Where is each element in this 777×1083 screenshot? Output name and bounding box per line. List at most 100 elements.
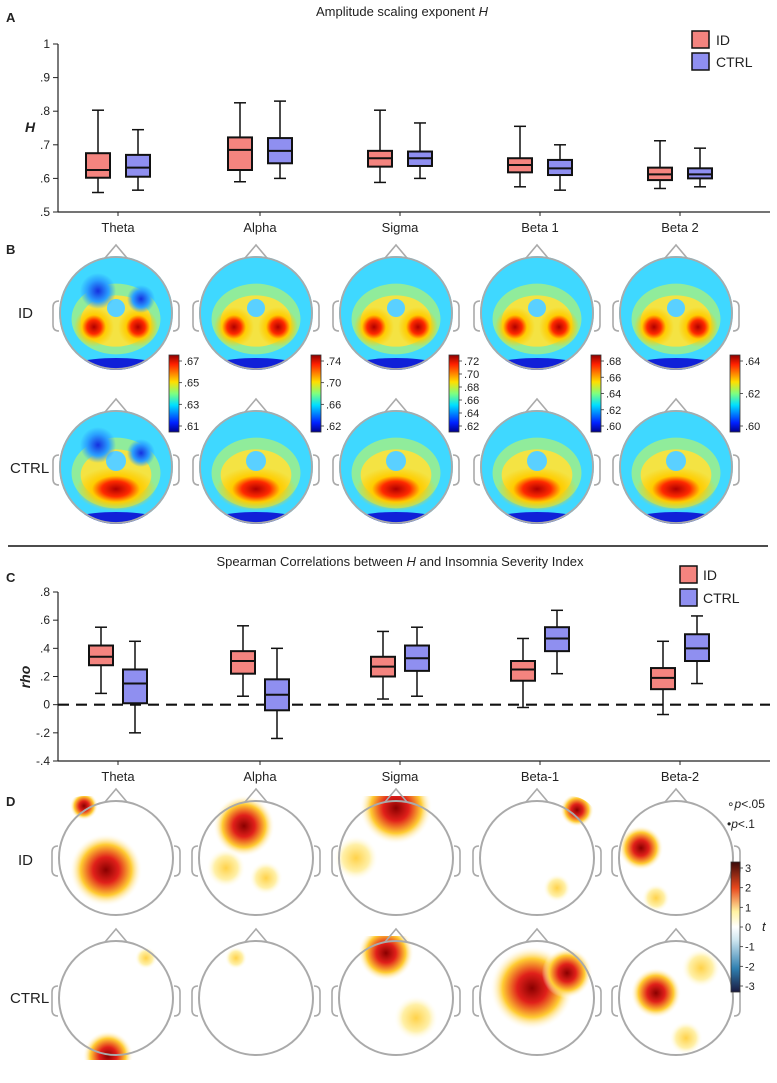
box-ctrl-2 xyxy=(407,122,433,180)
t-spot-mild xyxy=(642,884,670,912)
box-body xyxy=(230,650,256,675)
head-nose xyxy=(525,927,549,943)
y-tick-label: .6 xyxy=(40,613,50,627)
t-head-circle xyxy=(479,940,595,1056)
y-tick-label: -.2 xyxy=(36,726,50,740)
h-colorbar-tick-label: .68 xyxy=(464,382,479,394)
head-ear-left xyxy=(472,985,480,1017)
t-topomap-id-0 xyxy=(69,796,143,907)
h-topomap-id-0 xyxy=(59,256,173,370)
y-tick-label: .9 xyxy=(40,71,50,85)
topo-blue-frontal-right xyxy=(127,285,155,313)
head-ear-left xyxy=(191,985,199,1017)
h-colorbar-tick-label: .62 xyxy=(606,405,621,417)
box-id-1 xyxy=(227,102,253,183)
y-tick-label: 1 xyxy=(43,37,50,51)
h-colorbar-tick-label: .65 xyxy=(184,378,199,390)
t-spot-positive xyxy=(541,947,593,999)
topo-cool-center xyxy=(527,451,547,471)
box-ctrl-4 xyxy=(684,615,710,685)
y-tick-label: .6 xyxy=(40,171,50,185)
head-nose xyxy=(244,927,268,943)
topo-head-circle xyxy=(59,410,173,524)
topo-head-circle xyxy=(339,410,453,524)
h-colorbar-tick-label: .67 xyxy=(184,356,199,368)
head-nose xyxy=(525,787,549,803)
h-topomap-ctrl-2 xyxy=(339,410,453,524)
head-ear-left xyxy=(332,300,340,332)
t-topomap-ctrl-2 xyxy=(358,936,439,1041)
chart-c-ylabel: rho xyxy=(17,665,33,688)
head-ear-right xyxy=(593,300,601,332)
head-ear-left xyxy=(51,985,59,1017)
panel-label-c: C xyxy=(6,570,16,585)
topo-hot-posterior xyxy=(356,467,436,511)
panel-a: A Amplitude scaling exponent H H .5 .6 .7.… xyxy=(6,4,770,235)
panel-label-a: A xyxy=(6,10,16,25)
legend-c-ctrl-swatch xyxy=(679,588,698,607)
topo-hot-right xyxy=(118,307,158,347)
topo-hot-right xyxy=(398,307,438,347)
head-ear-right xyxy=(312,454,320,486)
topo-head-circle xyxy=(619,256,733,370)
topo-hot-right xyxy=(678,307,718,347)
head-ear-right xyxy=(173,845,181,877)
topo-row-label-ctrl: CTRL xyxy=(10,460,49,477)
panel-label-d: D xyxy=(6,794,15,809)
head-ear-right xyxy=(172,454,180,486)
topo-bottom-low xyxy=(339,512,453,524)
legend-ctrl-label: CTRL xyxy=(716,54,753,70)
box-id-0 xyxy=(88,626,114,695)
topo-hot-left xyxy=(74,307,114,347)
t-head-circle xyxy=(58,940,174,1056)
sig-legend-05: ∘p<.05 xyxy=(727,797,765,811)
box-id-2 xyxy=(367,109,393,184)
head-ear-left xyxy=(331,985,339,1017)
chart-a-boxes xyxy=(85,100,713,194)
topo-bottom-low xyxy=(59,358,173,370)
x-tick-label: Theta xyxy=(101,220,135,235)
t-colorbar-tick-label: 3 xyxy=(745,863,751,875)
t-topomap-ctrl-4 xyxy=(630,948,721,1055)
head-nose xyxy=(244,397,268,413)
h-topomaps xyxy=(52,243,740,524)
y-tick-label: 0 xyxy=(43,698,50,712)
topo-hot-right xyxy=(539,307,579,347)
chart-a-ylabel: H xyxy=(25,119,36,135)
box-body xyxy=(85,152,111,179)
t-spot-positive xyxy=(358,936,414,981)
t-colorbar-tick-label: -3 xyxy=(745,981,755,993)
h-colorbar-tick-label: .60 xyxy=(606,421,621,433)
panel-d: D ID CTRL ∘p<.05 •p<.1 t 3 2 1 0 -1 -2 -3 xyxy=(6,787,767,1060)
head-nose xyxy=(664,927,688,943)
topo-bottom-low xyxy=(480,358,594,370)
y-tick-label: .2 xyxy=(40,670,50,684)
chart-c-axes: -.4 -.2 0 .2 .4 .6 .8 Theta Alpha Sigma Beta-1 Beta… xyxy=(36,585,770,784)
head-ear-right xyxy=(594,985,602,1017)
t-spot-positive xyxy=(359,796,433,845)
head-ear-right xyxy=(594,845,602,877)
topo-head-circle xyxy=(199,256,313,370)
topo-hot-posterior xyxy=(216,467,296,511)
head-ear-right xyxy=(593,454,601,486)
t-spot-mild xyxy=(543,874,571,902)
topo-cool-center xyxy=(528,299,546,317)
x-tick-label: Sigma xyxy=(382,220,420,235)
h-colorbar-tick-label: .70 xyxy=(464,369,479,381)
t-spot-mild xyxy=(249,861,283,895)
chart-a-axes: .5 .6 .7 .8 .9 1 Theta Alpha Sigma Beta 1 Beta 2 xyxy=(40,37,770,235)
t-spot-mild xyxy=(681,948,721,988)
topo-blue-frontal xyxy=(80,427,116,463)
h-colorbar-tick-label: .68 xyxy=(606,356,621,368)
panel-label-b: B xyxy=(6,242,15,257)
panel-c: C Spearman Correlations between H and In… xyxy=(6,554,770,784)
topo-head-circle xyxy=(59,256,173,370)
head-ear-left xyxy=(472,845,480,877)
h-colorbar-tick-label: .63 xyxy=(184,399,199,411)
t-colorbar-tick-label: -1 xyxy=(745,942,755,954)
head-ear-left xyxy=(612,454,620,486)
h-topomap-ctrl-1 xyxy=(199,410,313,524)
h-colorbar-tick-label: .66 xyxy=(464,395,479,407)
head-nose xyxy=(244,787,268,803)
y-tick-label: .4 xyxy=(40,641,50,655)
